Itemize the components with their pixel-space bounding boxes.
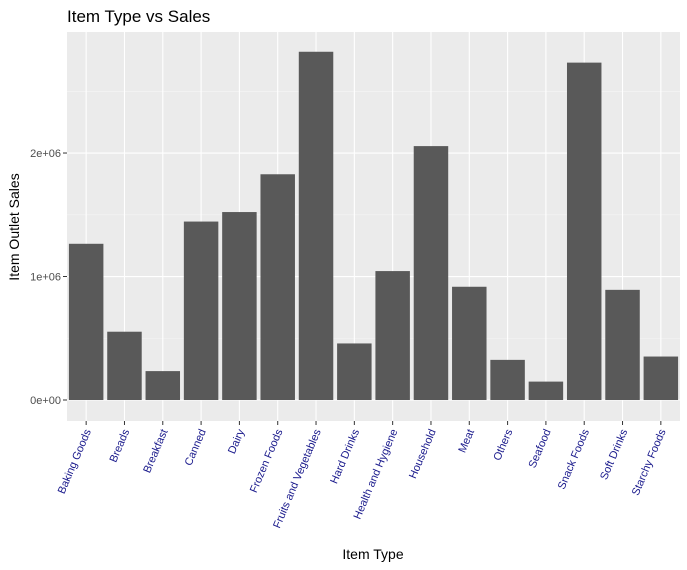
bar-soft-drinks xyxy=(605,289,640,401)
bar-starchy-foods xyxy=(643,356,679,401)
bar-snack-foods xyxy=(566,62,602,401)
x-tick-label: Seafood xyxy=(527,427,554,469)
x-tick-label: Snack Foods xyxy=(556,427,592,491)
x-tick-label: Others xyxy=(491,427,515,463)
bar-fruits-and-vegetables xyxy=(298,51,334,401)
x-tick-label: Soft Drinks xyxy=(598,427,630,482)
bar-hard-drinks xyxy=(337,343,372,401)
x-tick-label: Dairy xyxy=(226,427,247,456)
x-tick-label: Breads xyxy=(108,427,133,464)
bar-others xyxy=(490,359,525,401)
bar-baking-goods xyxy=(68,243,104,401)
y-axis-title: Item Outlet Sales xyxy=(6,173,22,280)
x-tick-label: Hard Drinks xyxy=(328,427,362,486)
bar-seafood xyxy=(528,381,564,401)
x-tick-label: Baking Goods xyxy=(56,427,94,496)
y-axis: 0e+00 1e+06 2e+06 xyxy=(30,148,67,407)
x-tick-label: Meat xyxy=(456,427,477,454)
chart-title: Item Type vs Sales xyxy=(67,7,210,26)
bar-frozen-foods xyxy=(260,174,295,401)
x-tick-label: Frozen Foods xyxy=(248,427,286,495)
x-tick-label: Health and Hygiene xyxy=(352,427,401,521)
x-tick-label: Starchy Foods xyxy=(630,427,669,497)
y-tick-label: 1e+06 xyxy=(30,272,61,284)
x-axis-title: Item Type xyxy=(342,546,403,562)
bar-breakfast xyxy=(145,371,181,401)
x-axis: Baking Goods Breads Breakfast Canned Dairy Fr… xyxy=(56,421,669,530)
bar-meat xyxy=(452,286,487,401)
x-tick-label: Household xyxy=(407,427,439,480)
bar-canned xyxy=(183,221,219,401)
x-tick-label: Breakfast xyxy=(141,427,170,474)
bar-health-and-hygiene xyxy=(375,271,410,401)
bar-household xyxy=(413,146,449,401)
y-tick-label: 0e+00 xyxy=(30,395,61,407)
x-tick-label: Canned xyxy=(183,427,209,467)
bar-breads xyxy=(107,331,142,401)
bars xyxy=(68,51,679,401)
y-tick-label: 2e+06 xyxy=(30,148,61,160)
bar-dairy xyxy=(222,212,257,401)
